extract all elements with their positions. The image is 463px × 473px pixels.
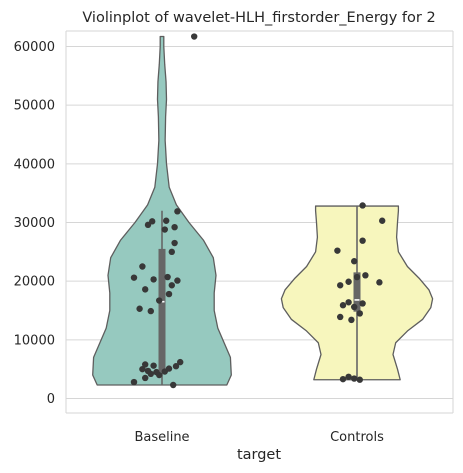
- data-point: [142, 361, 149, 368]
- data-point: [144, 367, 152, 375]
- data-point: [356, 310, 363, 317]
- data-point: [168, 282, 175, 289]
- data-point: [130, 378, 138, 386]
- y-tick-label: 30000: [14, 216, 55, 231]
- data-point: [191, 33, 198, 40]
- x-tick-labels: Baseline Controls: [134, 430, 384, 445]
- data-point: [142, 374, 149, 382]
- data-point: [174, 208, 181, 215]
- data-point: [142, 286, 149, 293]
- data-point: [362, 272, 369, 279]
- data-point: [345, 373, 352, 380]
- data-point: [156, 297, 163, 304]
- data-point: [356, 376, 363, 383]
- data-point: [156, 371, 163, 379]
- data-point: [351, 258, 358, 265]
- data-point: [171, 223, 178, 231]
- data-point: [164, 273, 171, 281]
- x-tick-label: Controls: [330, 430, 384, 445]
- data-point: [171, 239, 178, 247]
- y-tick-label: 0: [47, 392, 55, 407]
- data-point: [337, 313, 344, 321]
- data-point: [376, 279, 383, 286]
- data-point: [345, 299, 352, 306]
- iqr-box-baseline: [158, 248, 166, 373]
- data-point: [136, 305, 143, 312]
- data-point: [139, 263, 146, 270]
- data-point: [170, 381, 177, 389]
- chart-title: Violinplot of wavelet-HLH_firstorder_Ene…: [82, 10, 435, 26]
- data-point: [339, 375, 347, 383]
- data-point: [149, 218, 156, 225]
- data-point: [161, 226, 168, 233]
- data-point: [147, 307, 154, 315]
- data-point: [379, 217, 386, 224]
- data-point: [351, 303, 358, 311]
- data-point: [177, 358, 184, 366]
- data-point: [144, 221, 152, 229]
- data-point: [165, 290, 173, 298]
- data-point: [359, 202, 366, 209]
- y-tick-label: 50000: [14, 99, 55, 114]
- iqr-box-controls: [353, 272, 361, 312]
- data-point: [130, 274, 138, 281]
- x-tick-label: Baseline: [134, 430, 189, 445]
- data-point: [150, 362, 157, 369]
- data-point: [345, 278, 352, 285]
- data-point: [172, 363, 180, 370]
- data-point: [163, 217, 170, 224]
- data-point: [139, 365, 146, 373]
- y-tick-labels: 0 10000 20000 30000 40000 50000 60000: [14, 40, 55, 407]
- y-tick-label: 40000: [14, 157, 55, 172]
- data-point: [334, 247, 341, 254]
- y-tick-label: 20000: [14, 275, 55, 290]
- data-point: [337, 282, 344, 289]
- data-point: [359, 237, 366, 244]
- data-point: [168, 248, 175, 256]
- x-axis-title: target: [237, 447, 281, 463]
- data-point: [348, 316, 355, 324]
- data-point: [150, 276, 157, 283]
- y-tick-label: 60000: [14, 40, 55, 55]
- data-point: [339, 302, 347, 309]
- data-point: [353, 273, 361, 281]
- data-point: [165, 365, 173, 372]
- y-tick-label: 10000: [14, 333, 55, 348]
- strip-points: [130, 33, 386, 389]
- data-point: [351, 375, 358, 382]
- data-point: [359, 300, 366, 307]
- data-point: [174, 277, 181, 284]
